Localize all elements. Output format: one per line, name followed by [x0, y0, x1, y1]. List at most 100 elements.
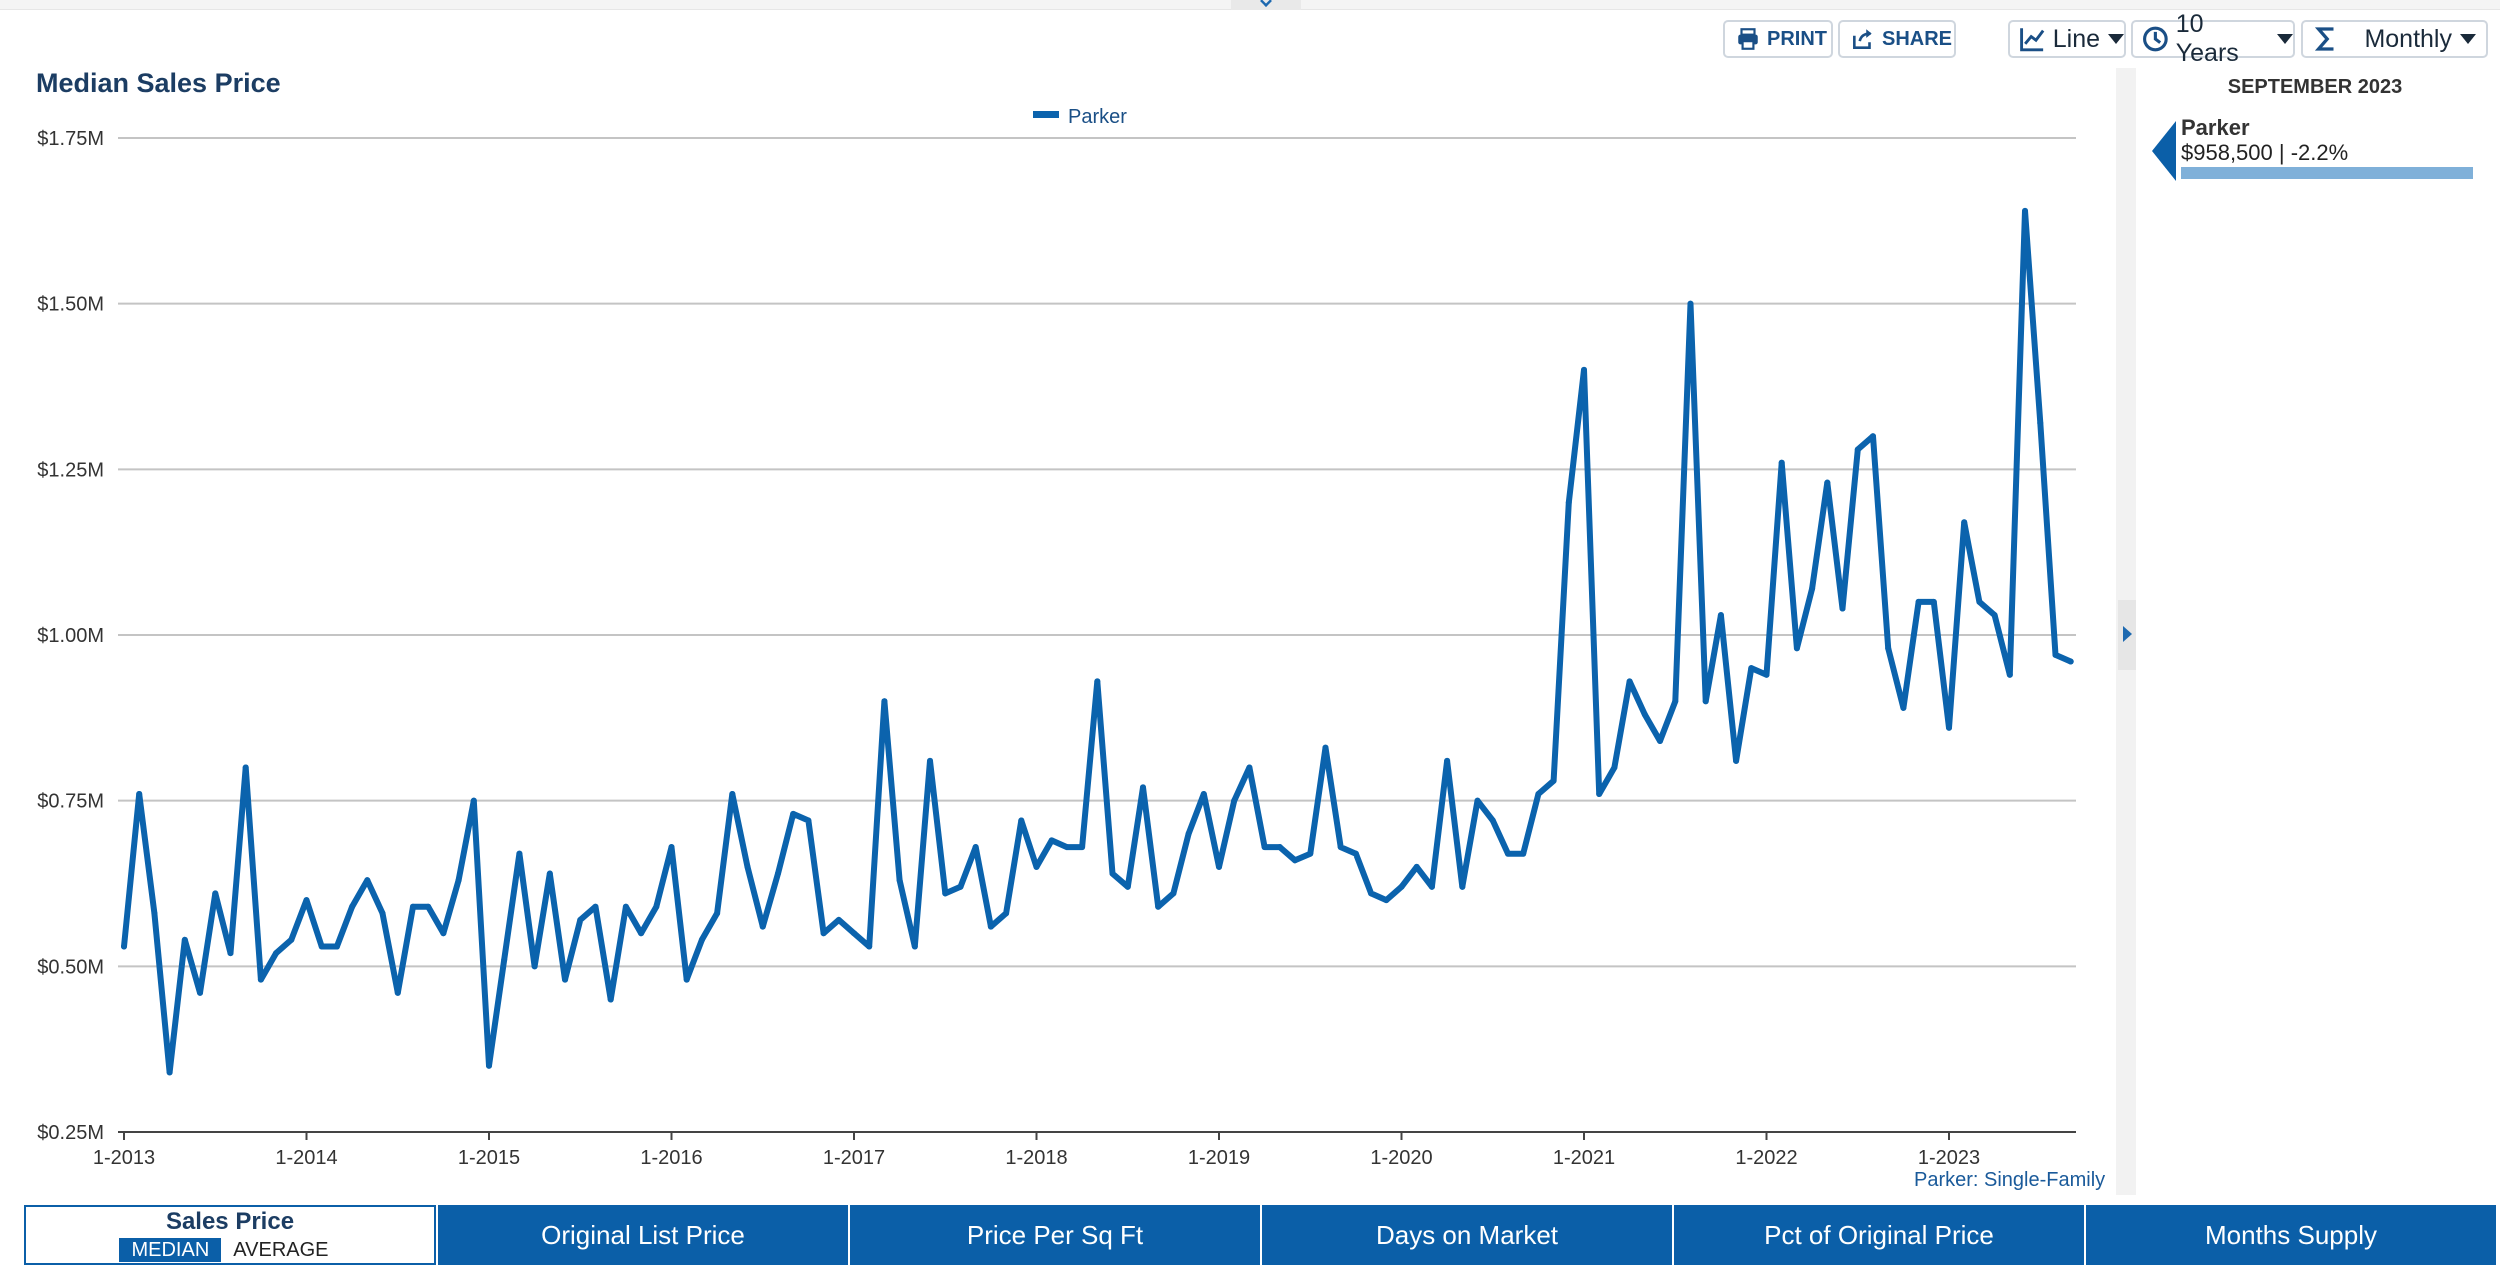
data-point	[2022, 207, 2029, 214]
y-tick-label: $0.50M	[37, 956, 104, 978]
data-point	[1185, 830, 1192, 837]
print-button[interactable]: PRINT	[1723, 20, 1833, 58]
data-point	[2067, 658, 2074, 665]
data-point	[1337, 844, 1344, 851]
data-point	[1276, 844, 1283, 851]
data-point	[333, 943, 340, 950]
data-point	[1413, 863, 1420, 870]
data-point	[1733, 757, 1740, 764]
period-select[interactable]: Monthly	[2301, 20, 2488, 58]
expand-panel-handle[interactable]	[2118, 600, 2136, 670]
data-point	[288, 936, 295, 943]
tab-sales-price[interactable]: Sales Price MEDIAN AVERAGE	[24, 1205, 436, 1265]
x-tick-label: 1-2018	[1005, 1147, 1067, 1169]
legend-label: Parker	[1068, 106, 1127, 128]
data-point	[1839, 605, 1846, 612]
data-point	[1124, 883, 1131, 890]
pointer-icon	[2152, 121, 2176, 181]
data-point	[1504, 850, 1511, 857]
data-point	[1307, 850, 1314, 857]
data-point	[470, 797, 477, 804]
data-point	[166, 1069, 173, 1076]
data-point	[212, 890, 219, 897]
line-chart: $0.25M $0.50M $0.75M $1.00M $1.25M $1.50M $1.7…	[37, 106, 2076, 1169]
chart-source-label: Parker: Single-Family	[1914, 1169, 2106, 1191]
data-point	[425, 903, 432, 910]
data-point	[577, 916, 584, 923]
data-point	[257, 976, 264, 983]
data-point	[607, 996, 614, 1003]
data-point	[714, 910, 721, 917]
data-point	[729, 791, 736, 798]
data-point	[486, 1062, 492, 1069]
metric-tabs: Sales Price MEDIAN AVERAGE Original List…	[24, 1205, 2500, 1267]
data-point	[1748, 665, 1755, 672]
x-tick-label: 1-2014	[275, 1147, 337, 1169]
collapse-handle[interactable]	[1231, 0, 1301, 10]
data-point	[1216, 863, 1222, 870]
average-toggle[interactable]: AVERAGE	[221, 1238, 341, 1262]
tab-days-on-market[interactable]: Days on Market	[1260, 1205, 1672, 1265]
data-point	[1444, 757, 1451, 764]
data-point	[1231, 797, 1238, 804]
data-point	[318, 943, 325, 950]
data-point	[1946, 724, 1952, 731]
y-tick-label: $1.25M	[37, 459, 104, 481]
data-point	[1033, 863, 1040, 870]
data-point	[1368, 890, 1375, 897]
detail-value: $958,500 | -2.2%	[2181, 140, 2349, 165]
data-point	[349, 903, 356, 910]
data-point	[1793, 645, 1800, 652]
y-tick-label: $0.75M	[37, 791, 104, 813]
data-point	[1596, 791, 1603, 798]
data-point	[1109, 870, 1116, 877]
x-tick-label: 1-2016	[640, 1147, 702, 1169]
series-line-parker	[121, 207, 2074, 1076]
tab-pct-of-original-price[interactable]: Pct of Original Price	[1672, 1205, 2084, 1265]
data-point	[698, 936, 705, 943]
data-point	[1322, 744, 1329, 751]
share-button[interactable]: SHARE	[1838, 20, 1956, 58]
data-point	[364, 877, 371, 884]
data-point	[1094, 678, 1101, 685]
tab-sales-price-label: Sales Price	[165, 1208, 295, 1235]
y-tick-label: $0.25M	[37, 1122, 104, 1144]
data-point	[379, 910, 386, 917]
data-point	[759, 923, 766, 930]
data-point	[1170, 890, 1177, 897]
tab-original-list-price[interactable]: Original List Price	[436, 1205, 848, 1265]
clock-icon	[2143, 26, 2168, 52]
data-point	[1869, 433, 1876, 440]
data-point	[546, 870, 553, 877]
tab-price-per-sq-ft[interactable]: Price Per Sq Ft	[848, 1205, 1260, 1265]
data-point	[181, 936, 188, 943]
data-point	[1352, 850, 1359, 857]
median-toggle[interactable]: MEDIAN	[119, 1238, 222, 1262]
legend-swatch	[1033, 111, 1059, 118]
data-point	[1702, 698, 1709, 705]
data-point	[1018, 817, 1025, 824]
detail-date: SEPTEMBER 2023	[2227, 76, 2403, 98]
data-point	[121, 943, 127, 950]
data-point	[1003, 910, 1010, 917]
data-point	[790, 810, 797, 817]
data-point	[1550, 777, 1557, 784]
data-point	[1535, 791, 1542, 798]
data-point	[683, 976, 690, 983]
chevron-down-icon	[1260, 0, 1272, 7]
data-point	[1139, 784, 1146, 791]
data-point	[1672, 698, 1679, 705]
data-point	[1824, 479, 1831, 486]
data-point	[653, 903, 660, 910]
tab-months-supply[interactable]: Months Supply	[2084, 1205, 2496, 1265]
data-point	[562, 976, 569, 983]
period-value: Monthly	[2364, 24, 2452, 53]
data-point	[972, 844, 979, 851]
data-point	[516, 850, 523, 857]
time-range-select[interactable]: 10 Years	[2131, 10, 2295, 67]
data-point	[197, 989, 204, 996]
data-point	[501, 956, 508, 963]
chart-type-select[interactable]: Line	[2008, 20, 2126, 58]
chevron-down-icon	[2460, 34, 2476, 44]
data-point	[1489, 817, 1496, 824]
